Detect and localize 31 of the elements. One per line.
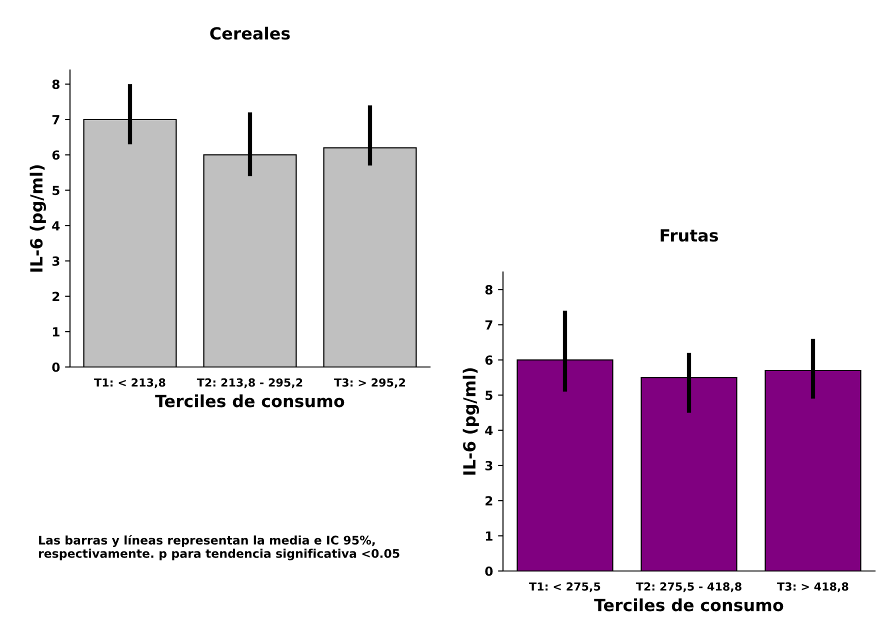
chart-title: Cereales bbox=[210, 26, 290, 40]
y-tick-label: 0 bbox=[485, 566, 493, 576]
y-tick-label: 3 bbox=[52, 256, 60, 266]
x-axis-title: Terciles de consumo bbox=[155, 394, 344, 408]
y-tick-label: 1 bbox=[486, 531, 492, 541]
y-tick-label: 0 bbox=[52, 362, 60, 372]
chart-title: Frutas bbox=[660, 229, 718, 242]
y-tick-label: 7 bbox=[52, 115, 60, 124]
y-tick-label: 7 bbox=[485, 320, 492, 330]
x-tick-label: T3: > 418,8 bbox=[777, 582, 848, 592]
y-tick-label: 4 bbox=[485, 426, 493, 436]
x-tick-label: T2: 213,8 - 295,2 bbox=[196, 378, 302, 388]
x-tick-label: T1: < 275,5 bbox=[529, 582, 600, 592]
y-tick-label: 2 bbox=[486, 496, 492, 506]
y-tick-label: 2 bbox=[52, 292, 60, 302]
y-tick-label: 4 bbox=[52, 221, 60, 230]
y-tick-label: 5 bbox=[486, 390, 492, 400]
y-tick-label: 6 bbox=[485, 355, 493, 365]
y-tick-label: 5 bbox=[52, 186, 60, 196]
text: Las barras y líneas representan la media e IC 95%, respectivamente. p para tendencia significativa <0.05 bbox=[38, 535, 400, 560]
x-tick-label: T3: > 295,2 bbox=[334, 378, 406, 388]
y-tick-label: 6 bbox=[52, 150, 60, 160]
y-tick-label: 8 bbox=[485, 285, 492, 295]
y-tick-label: 8 bbox=[52, 80, 60, 90]
y-axis-title: IL-6 (pg/ml) bbox=[462, 368, 480, 475]
x-tick-label: T1: < 213,8 bbox=[94, 378, 166, 388]
y-axis-title: IL-6 (pg/ml) bbox=[30, 165, 46, 272]
y-tick-label: 3 bbox=[485, 460, 492, 470]
y-tick-label: 1 bbox=[52, 327, 60, 336]
x-tick-label: T2: 275,5 - 418,8 bbox=[636, 582, 742, 592]
x-axis-title: Terciles de consumo bbox=[594, 598, 784, 612]
